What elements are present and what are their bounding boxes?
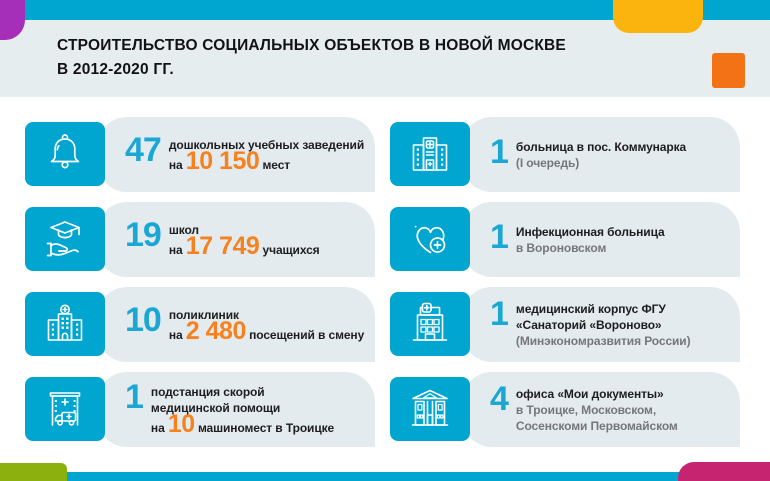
stat-sanatorium-building: 1 медицинский корпус ФГУ «Санаторий «Вор…	[390, 287, 740, 362]
stat-ambulance-substation: 1 подстанция скорой медицинской помощи н…	[25, 372, 375, 447]
medical-building-icon	[390, 292, 470, 356]
page-title: СТРОИТЕЛЬСТВО СОЦИАЛЬНЫХ ОБЪЕКТОВ В НОВО…	[57, 34, 566, 82]
title-line-1: СТРОИТЕЛЬСТВО СОЦИАЛЬНЫХ ОБЪЕКТОВ В НОВО…	[57, 37, 566, 54]
stat-number: 1	[490, 133, 509, 171]
stat-prefix: на	[168, 158, 183, 172]
stat-number: 4	[490, 380, 509, 418]
stat-text: офиса «Мои документы»	[515, 387, 664, 401]
stat-highlight-number: 10	[167, 410, 195, 438]
stat-subtext: Сосенскоми Первомайском	[515, 419, 678, 433]
government-building-icon	[390, 377, 470, 441]
stat-bubble: 1 Инфекционная больница в Вороновском	[462, 202, 740, 277]
stat-hospital-kommunarka: 1 больница в пос. Коммунарка (I очередь)	[390, 117, 740, 192]
stat-number: 1	[125, 378, 144, 416]
bottom-cyan-bar	[67, 472, 770, 481]
stat-text: дошкольных учебных заведений	[168, 138, 365, 152]
title-line-2: В 2012-2020 ГГ.	[57, 61, 174, 78]
stat-suffix: посещений в смену	[249, 328, 365, 342]
stat-text: поликлиник	[168, 308, 239, 322]
stat-bubble: 10 поликлиник на 2 480 посещений в смену	[97, 287, 375, 362]
stat-my-documents-offices: 4 офиса «Мои документы» в Троицке, Моско…	[390, 372, 740, 447]
stat-text: школ	[168, 223, 199, 237]
stat-bubble: 1 больница в пос. Коммунарка (I очередь)	[462, 117, 740, 192]
stat-infectious-hospital: 1 Инфекционная больница в Вороновском	[390, 202, 740, 277]
stat-highlight-number: 2 480	[185, 317, 247, 345]
stat-bubble: 4 офиса «Мои документы» в Троицке, Моско…	[462, 372, 740, 447]
stat-number: 19	[125, 216, 162, 254]
stat-subtext: в Троицке, Московском,	[515, 403, 657, 417]
stat-text: медицинский корпус ФГУ	[515, 302, 666, 316]
stat-subtext: (I очередь)	[515, 156, 580, 170]
stat-subtext: (Минэкономразвития России)	[515, 334, 691, 348]
orange-square-shape	[712, 53, 745, 88]
stat-suffix: мест	[262, 158, 291, 172]
stat-number: 47	[125, 131, 162, 169]
stat-number: 10	[125, 301, 162, 339]
stat-text: больница в пос. Коммунарка	[515, 140, 687, 154]
stat-suffix: учащихся	[262, 243, 320, 257]
stat-kindergartens: 47 дошкольных учебных заведений на 10 15…	[25, 117, 375, 192]
stat-text: медицинской помощи	[150, 401, 281, 415]
stat-bubble: 47 дошкольных учебных заведений на 10 15…	[97, 117, 375, 192]
stat-subtext: в Вороновском	[515, 241, 607, 255]
stat-polyclinics: 10 поликлиник на 2 480 посещений в смену	[25, 287, 375, 362]
stat-highlight-number: 17 749	[185, 232, 260, 260]
polyclinic-icon	[25, 292, 105, 356]
heart-cross-icon	[390, 207, 470, 271]
stat-prefix: на	[168, 243, 183, 257]
stat-text: Инфекционная больница	[515, 225, 665, 239]
green-corner-shape	[0, 463, 67, 481]
stat-bubble: 1 подстанция скорой медицинской помощи н…	[97, 372, 375, 447]
stat-suffix: машиномест в Троицке	[197, 421, 335, 435]
stat-number: 1	[490, 218, 509, 256]
ambulance-station-icon	[25, 377, 105, 441]
top-cyan-bar	[0, 0, 770, 20]
bell-icon	[25, 122, 105, 186]
stat-text: «Санаторий «Вороново»	[515, 318, 662, 332]
magenta-corner-shape	[678, 462, 770, 481]
yellow-corner-shape	[613, 0, 703, 33]
stat-highlight-number: 10 150	[185, 147, 260, 175]
stat-prefix: на	[150, 421, 165, 435]
graduation-cap-icon	[25, 207, 105, 271]
hospital-icon	[390, 122, 470, 186]
stat-schools: 19 школ на 17 749 учащихся	[25, 202, 375, 277]
stat-bubble: 1 медицинский корпус ФГУ «Санаторий «Вор…	[462, 287, 740, 362]
stat-bubble: 19 школ на 17 749 учащихся	[97, 202, 375, 277]
stat-number: 1	[490, 295, 509, 333]
stat-text: подстанция скорой	[150, 385, 265, 399]
stat-prefix: на	[168, 328, 183, 342]
